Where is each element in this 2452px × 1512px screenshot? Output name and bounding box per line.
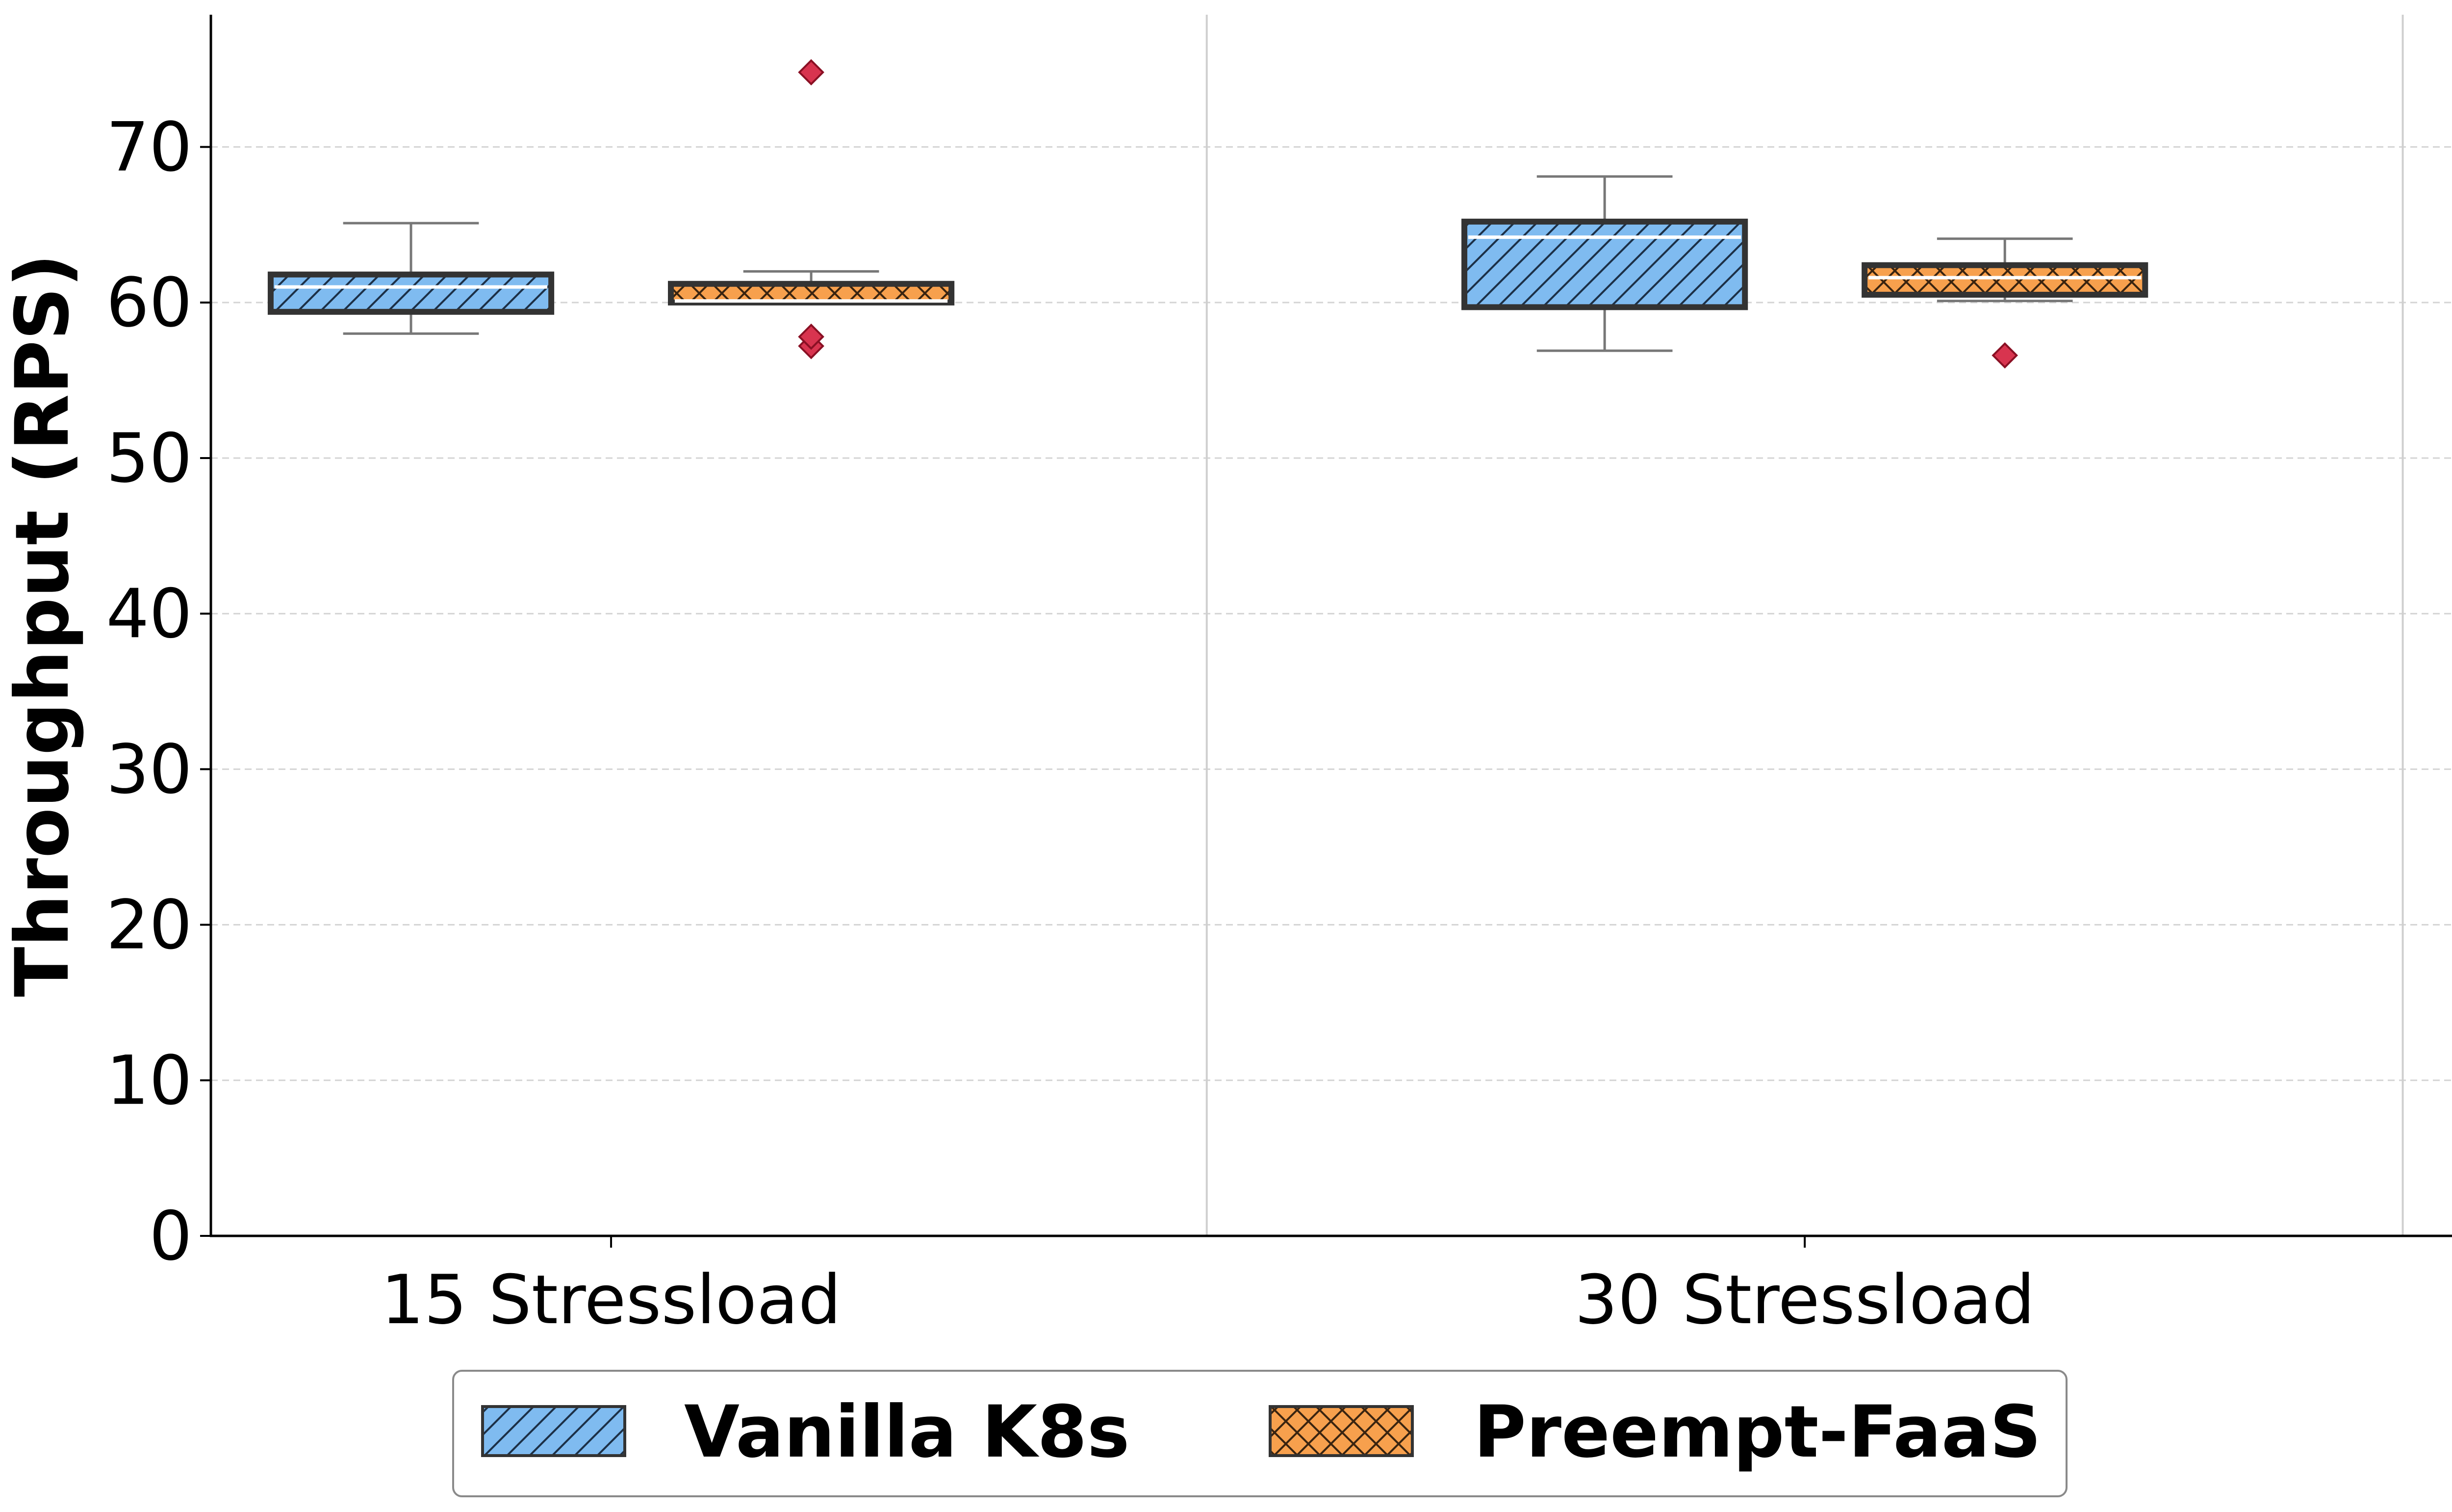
legend: Vanilla K8s Preempt-FaaS (452, 1370, 2068, 1497)
y-tick-label: 30 (106, 730, 192, 809)
grid-layer (211, 15, 2452, 1236)
legend-label: Preempt-FaaS (1474, 1390, 2041, 1474)
y-tick-label: 20 (106, 886, 192, 965)
legend-swatch (481, 1405, 626, 1457)
x-tick-label: 15 Stressload (381, 1260, 842, 1339)
box-iqr (267, 271, 555, 315)
y-tick-label: 60 (106, 263, 192, 342)
outlier-point (1992, 342, 2018, 369)
y-tick-label: 40 (106, 574, 192, 653)
box-preempt-faas (1862, 237, 2148, 369)
legend-swatch (1269, 1405, 1414, 1457)
box-preempt-faas (668, 59, 955, 359)
legend-frame (452, 1370, 2068, 1497)
y-tick-label: 50 (106, 419, 192, 498)
box-vanilla-k8s (1461, 175, 1748, 352)
labels-layer: 0 10 20 30 40 50 60 70 15 Stressload 30 Stressloa… (0, 108, 2035, 1339)
box-iqr (1461, 218, 1748, 310)
legend-label: Vanilla K8s (684, 1390, 1130, 1474)
axes-layer (200, 15, 2452, 1248)
outlier-point (798, 323, 824, 350)
outlier-point (798, 59, 824, 86)
box-iqr (1862, 262, 2148, 298)
y-axis-label: Throughput (RPS) (0, 254, 85, 997)
y-tick-label: 70 (106, 108, 192, 187)
y-tick-label: 10 (106, 1041, 192, 1120)
y-tick-label: 0 (149, 1197, 192, 1276)
x-tick-label: 30 Stressload (1575, 1260, 2035, 1339)
boxes-layer (267, 59, 2148, 369)
box-vanilla-k8s (267, 222, 555, 335)
